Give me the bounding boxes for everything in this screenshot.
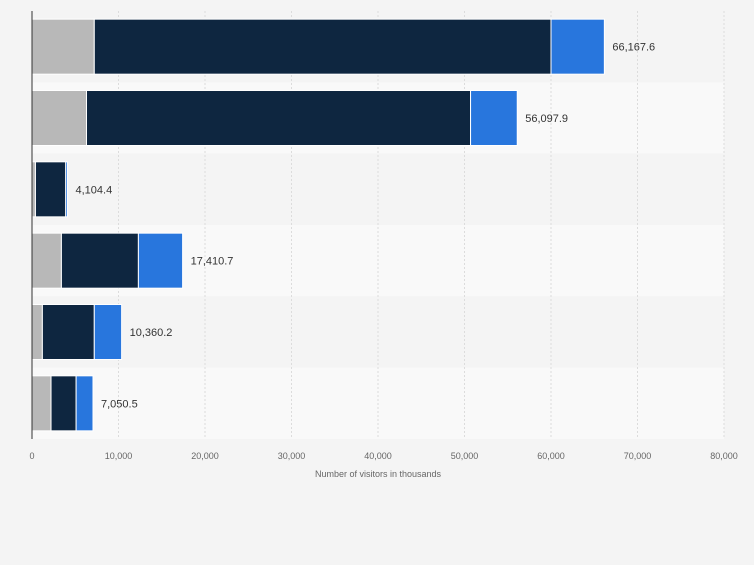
x-tick-label: 50,000 xyxy=(451,451,479,461)
bar-segment xyxy=(31,375,52,432)
x-tick-label: 0 xyxy=(29,451,34,461)
x-tick-label: 10,000 xyxy=(105,451,133,461)
bar-segment xyxy=(93,304,123,360)
bar-segment xyxy=(34,161,67,218)
x-tick-label: 70,000 xyxy=(624,451,652,461)
bar-segment xyxy=(50,375,77,432)
bar-segment xyxy=(470,90,518,146)
total-value-label: 17,410.7 xyxy=(191,256,234,268)
x-tick-label: 20,000 xyxy=(191,451,219,461)
total-value-label: 66,167.6 xyxy=(612,42,655,54)
bar-segment xyxy=(93,18,552,75)
bar-segment xyxy=(137,232,184,289)
bar-segment xyxy=(31,90,87,146)
bar-segment xyxy=(31,304,43,360)
x-tick-label: 60,000 xyxy=(537,451,565,461)
bar-segment xyxy=(41,304,95,360)
x-tick-label: 30,000 xyxy=(278,451,306,461)
total-value-labels: 66,167.6 56,097.9 4,104.4 17,410.7 10,360.2 7… xyxy=(76,42,656,411)
x-tick-label: 40,000 xyxy=(364,451,392,461)
total-value-label: 7,050.5 xyxy=(101,398,138,410)
x-axis-label: Number of visitors in thousands xyxy=(315,469,442,479)
grid-lines xyxy=(118,11,725,439)
x-tick-label: 80,000 xyxy=(710,451,738,461)
bar-segment xyxy=(65,161,69,218)
bar-segment xyxy=(85,90,472,146)
bar-segment xyxy=(75,375,94,432)
total-value-label: 4,104.4 xyxy=(76,184,113,196)
x-tick-labels: 0 10,000 20,000 30,000 40,000 50,000 60,000 70,… xyxy=(29,451,737,461)
total-value-label: 56,097.9 xyxy=(525,113,568,125)
bar-segment xyxy=(31,18,95,75)
bar-segment xyxy=(31,161,36,218)
row-band xyxy=(32,153,724,225)
bar-segment xyxy=(60,232,139,289)
bar-segments xyxy=(31,18,605,432)
bar-segment xyxy=(550,18,605,75)
bar-segment xyxy=(31,232,62,289)
total-value-label: 10,360.2 xyxy=(130,327,173,339)
